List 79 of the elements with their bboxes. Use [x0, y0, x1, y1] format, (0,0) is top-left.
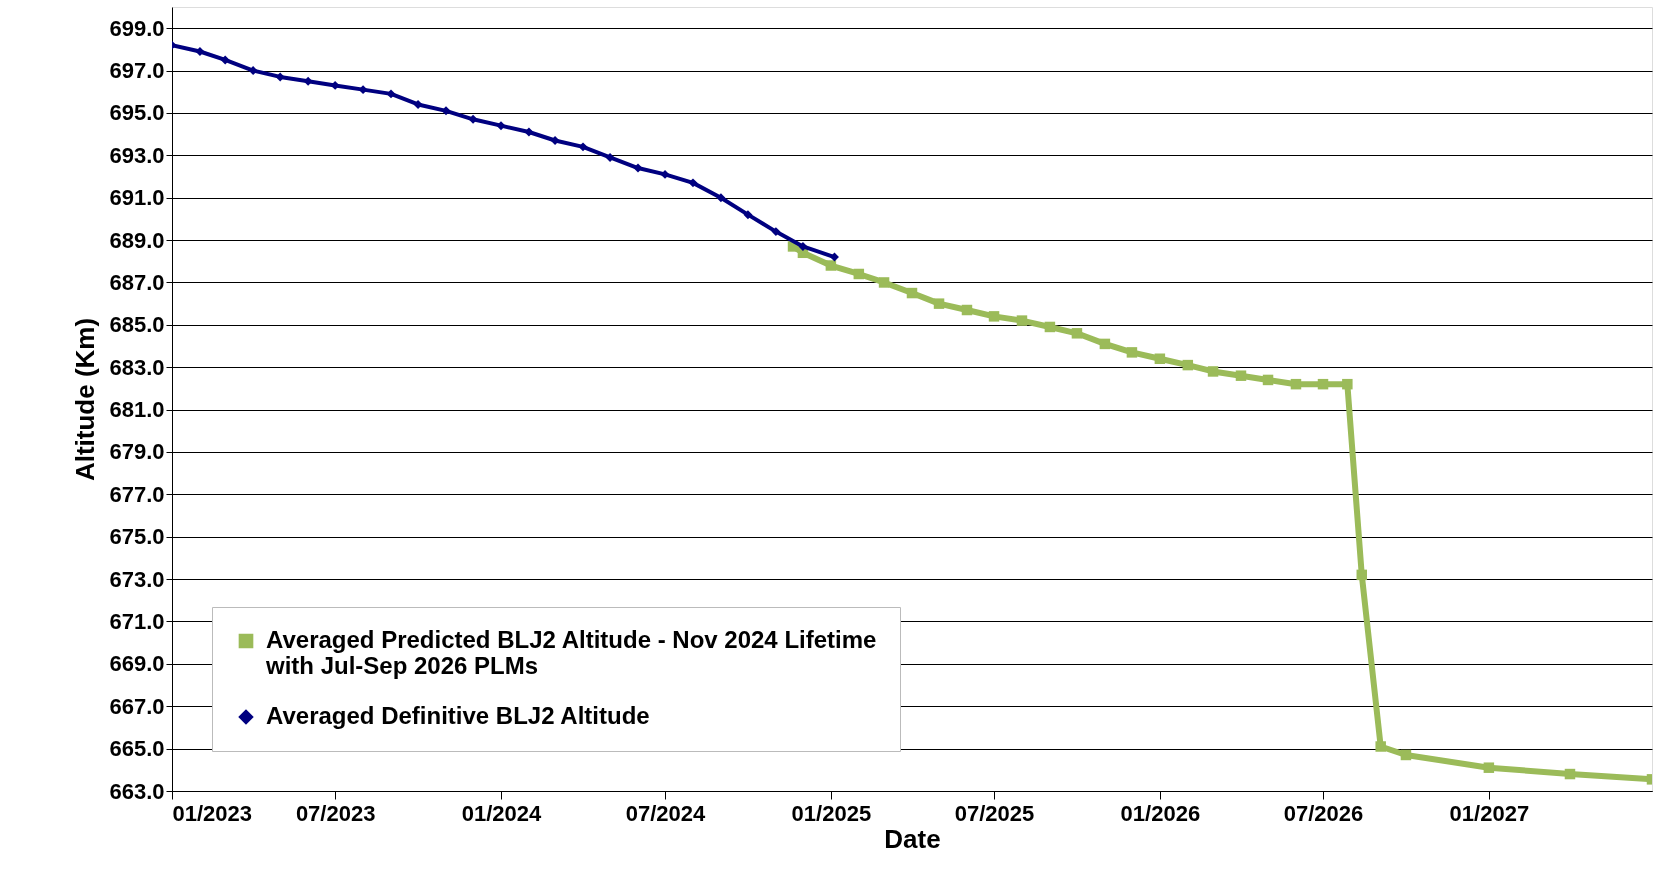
point: [716, 193, 726, 203]
point: [578, 142, 588, 152]
y-tick-label: 669.0: [109, 651, 165, 677]
y-tick-label: 683.0: [109, 354, 165, 380]
legend-label: Averaged Definitive BLJ2 Altitude: [266, 702, 650, 729]
y-tick-label: 665.0: [109, 736, 165, 762]
point: [1099, 338, 1111, 350]
y-axis-title: Altitude (Km): [70, 317, 101, 482]
y-tick-label: 691.0: [109, 185, 165, 211]
point: [933, 298, 945, 309]
point: [1317, 378, 1329, 390]
point: [825, 260, 837, 271]
x-tick-label: 01/2027: [1449, 800, 1530, 826]
x-tick-label: 01/2024: [461, 800, 543, 826]
point: [1356, 569, 1368, 581]
point: [441, 106, 451, 116]
x-tick-label: 01/2025: [791, 800, 872, 826]
point: [743, 210, 753, 220]
point: [248, 66, 258, 76]
y-tick-label: 671.0: [109, 608, 165, 634]
point: [1564, 768, 1576, 780]
point: [771, 227, 781, 237]
point: [1235, 370, 1247, 381]
point: [1044, 321, 1056, 333]
x-tick-label: 01/2026: [1120, 800, 1201, 826]
point: [1126, 347, 1138, 358]
y-tick-label: 667.0: [109, 693, 165, 719]
point: [633, 163, 643, 173]
point: [660, 169, 670, 179]
point: [413, 100, 423, 109]
point: [1262, 374, 1274, 386]
point: [1400, 749, 1412, 761]
point: [1071, 328, 1083, 339]
x-tick-label: 07/2023: [295, 800, 376, 826]
point: [524, 127, 534, 137]
y-tick-label: 689.0: [109, 227, 165, 253]
point: [906, 287, 918, 299]
y-tick-label: 681.0: [109, 397, 165, 423]
point: [1375, 741, 1386, 752]
x-tick-label: 07/2024: [625, 800, 707, 826]
y-tick-label: 685.0: [109, 312, 165, 338]
point: [386, 89, 396, 99]
point: [688, 178, 698, 188]
y-tick-label: 673.0: [109, 566, 165, 592]
point: [1154, 353, 1166, 364]
y-tick-label: 687.0: [109, 269, 165, 295]
point: [1342, 378, 1353, 390]
point: [1290, 378, 1302, 390]
y-tick-label: 663.0: [109, 778, 165, 804]
point: [220, 55, 230, 65]
y-tick-label: 697.0: [109, 58, 165, 84]
point: [830, 252, 839, 262]
x-tick-label: 07/2026: [1283, 800, 1364, 826]
legend-label: Averaged Predicted BLJ2 Altitude - Nov 2024 Lifetime with Jul-Sep 2026 PLMs: [265, 626, 877, 679]
x-tick-label: 07/2025: [954, 800, 1035, 826]
x-tick-label: 01/2023: [172, 800, 253, 826]
point: [1483, 762, 1495, 773]
y-tick-label: 699.0: [109, 15, 165, 41]
y-tick-label: 695.0: [109, 100, 165, 126]
point: [468, 114, 478, 124]
x-axis-title: Date: [884, 823, 941, 854]
y-tick-label: 679.0: [109, 439, 165, 465]
point: [988, 311, 1000, 322]
point: [853, 268, 865, 280]
y-tick-label: 675.0: [109, 524, 165, 550]
point: [878, 277, 890, 288]
point: [1182, 359, 1194, 371]
point: [605, 152, 615, 162]
point: [303, 76, 313, 86]
point: [1207, 366, 1219, 377]
y-tick-label: 677.0: [109, 481, 165, 507]
y-tick-label: 693.0: [109, 142, 165, 168]
point: [961, 304, 973, 316]
point: [496, 121, 506, 131]
point: [195, 47, 205, 56]
point: [1016, 315, 1028, 326]
point: [275, 72, 285, 82]
point: [550, 136, 560, 145]
point: [798, 241, 808, 251]
